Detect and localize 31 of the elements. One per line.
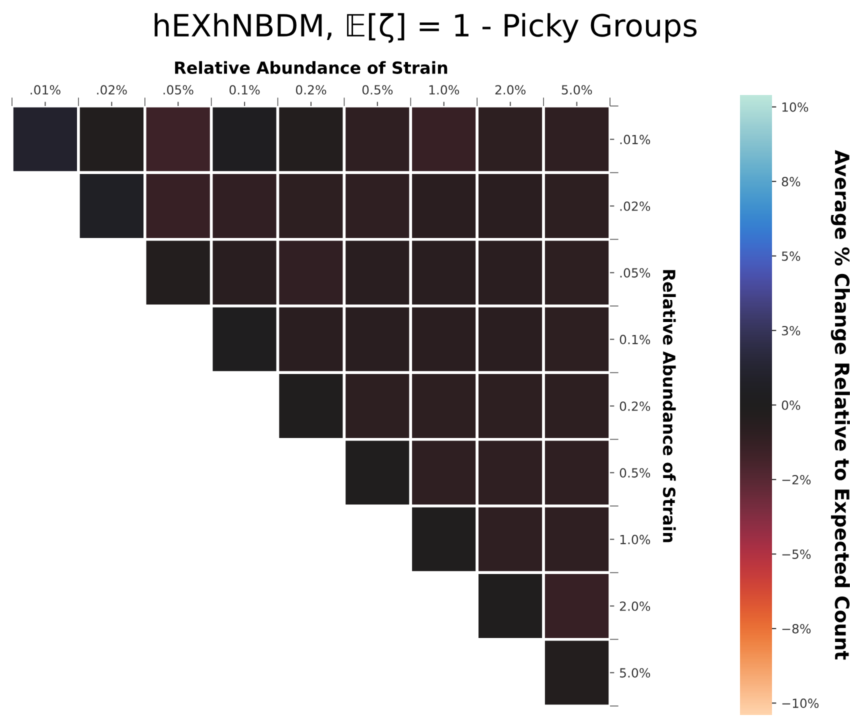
x-tick-label: 0.2%: [296, 85, 326, 95]
y-tick-label: 0.2%: [620, 401, 650, 411]
y-tick-label: 1.0%: [620, 534, 650, 544]
color-bar-label: −10%: [782, 698, 819, 708]
y-tick-label: .02%: [620, 201, 650, 211]
x-tick-label: 0.5%: [362, 85, 393, 95]
x-tick-label: .02%: [97, 85, 127, 95]
x-tick-label: .01%: [30, 85, 60, 95]
y-tick-label: 2.0%: [620, 601, 650, 611]
y-tick-label: 5.0%: [620, 668, 650, 678]
y-tick-label: 0.1%: [620, 334, 650, 344]
color-bar-label: −8%: [782, 624, 811, 634]
y-tick-label: 0.5%: [620, 468, 650, 478]
color-bar-label: 8%: [782, 176, 800, 186]
color-bar-label: 0%: [782, 400, 800, 410]
chart-title: hEXhNBDM, 𝔼[ζ] = 1 - Picky Groups: [154, 13, 697, 43]
y-axis-title: Relative Abundance of Strain: [662, 270, 676, 542]
color-bar-title: Average % Change Relative to Expected Count: [830, 150, 850, 660]
x-tick-label: 5.0%: [562, 85, 592, 95]
color-bar-label: 5%: [782, 251, 800, 261]
x-tick-label: 2.0%: [495, 85, 526, 95]
x-axis-title: Relative Abundance of Strain: [175, 61, 448, 74]
color-bar-label: 3%: [782, 326, 800, 336]
y-tick-label: .05%: [620, 268, 650, 278]
x-tick-label: 0.1%: [230, 85, 260, 95]
color-bar-label: 10%: [782, 102, 808, 112]
color-bar-label: −2%: [782, 474, 811, 484]
x-tick-label: .05%: [164, 85, 194, 95]
y-tick-label: .01%: [620, 134, 650, 144]
color-bar-label: −5%: [782, 550, 811, 559]
x-tick-label: 1.0%: [429, 85, 460, 95]
